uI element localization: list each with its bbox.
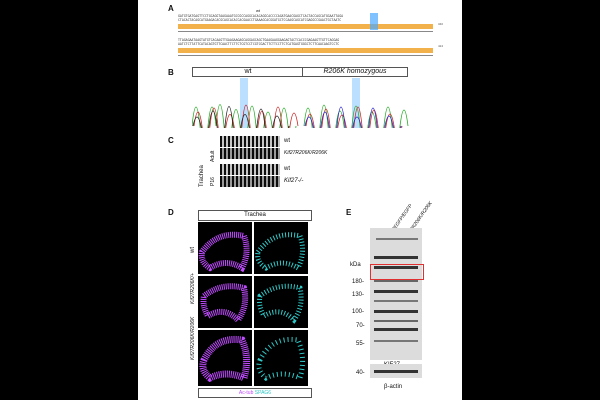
blot-band <box>374 310 418 313</box>
western-blot-actin <box>370 364 422 378</box>
panel-a-translation-bar-1 <box>178 24 433 29</box>
panel-c-age-p16: P16 <box>210 177 216 186</box>
panel-a-side-label-2: 424 <box>438 44 444 48</box>
marker-70: 70- <box>356 323 365 329</box>
panel-d-row-2: Kif27R206K/+ <box>190 273 196 304</box>
blot-band <box>376 238 418 240</box>
panel-d-title: Trachea <box>198 210 312 221</box>
panel-c-image-p16-ko <box>220 176 280 187</box>
blot-band <box>374 266 418 269</box>
panel-c-image-p16-wt <box>220 164 280 175</box>
panel-e-loading: β-actin <box>384 384 403 390</box>
panel-a-ruler-1 <box>178 31 433 32</box>
panel-a-marker: wt <box>256 8 260 13</box>
panel-a-highlight-1 <box>370 13 378 30</box>
panel-c-image-adult-mutant <box>220 148 280 159</box>
panel-d-letter: D <box>168 208 174 217</box>
western-blot-kif27 <box>370 228 424 360</box>
panel-c-tissue: Trachea <box>199 165 205 187</box>
blot-band <box>374 340 418 342</box>
chromatogram-traces <box>192 78 409 128</box>
blot-band <box>374 280 418 282</box>
panel-b-mutant-label: R206K homozygous <box>302 67 408 77</box>
panel-d-image-het-actub <box>198 276 252 328</box>
blot-band <box>374 290 418 293</box>
panel-a-seq-line-4: AATCTCTTATTCATACAGTGTTCAACTTCTTCTCGTCCTC… <box>178 42 340 46</box>
panel-c-image-adult-wt <box>220 136 280 147</box>
legend-actub: Ac-tub <box>238 390 254 396</box>
marker-55: 55- <box>356 341 365 347</box>
panel-e-kda: kDa <box>350 262 361 268</box>
panel-a-seq-line-3: TTAGAGAATAAGTATGTCACAAGTTGAAGAAGAGCAGGAG… <box>178 38 340 42</box>
panel-d-row-3: Kif27R206K/R206K <box>190 316 196 360</box>
panel-c-row-4: Kif27-/- <box>284 178 304 184</box>
panel-b-letter: B <box>168 68 174 77</box>
marker-40: 40- <box>356 370 365 376</box>
panel-d-image-hom-actub <box>198 330 252 386</box>
panel-a-ruler-2 <box>178 55 433 56</box>
blot-band <box>374 328 418 331</box>
panel-a-seq-line-1: GATGTGATGAGTTCCTGCAGGTAAGAAATGCCGCCAGGCA… <box>178 14 344 18</box>
panel-a-letter: A <box>168 4 174 13</box>
marker-180: 180- <box>352 279 365 285</box>
panel-c-row-3: wt <box>284 166 290 172</box>
panel-d-image-het-spag6 <box>254 276 308 328</box>
figure-page: A wt GATGTGATGAGTTCCTGCAGGTAAGAAATGCCGCC… <box>138 0 462 400</box>
panel-b-wt-label: wt <box>192 67 304 77</box>
blot-band <box>374 370 418 373</box>
panel-d-image-hom-spag6 <box>254 330 308 386</box>
panel-a-translation-bar-2 <box>178 48 433 53</box>
blot-band <box>374 320 418 322</box>
blot-band <box>374 300 418 302</box>
panel-a-seq-line-2: CTACACTACAGCATGAAGACACGCAGCACACCACGAACCT… <box>178 18 342 22</box>
panel-c-age-adult: Adult <box>210 150 216 162</box>
panel-d-image-wt-spag6 <box>254 222 308 274</box>
panel-d-row-1: wt <box>190 247 196 253</box>
panel-c-row-2: Kif27R206K/R206K <box>284 150 328 156</box>
highlight-box <box>370 264 424 280</box>
panel-a-side-label-1: 340 <box>438 22 444 26</box>
marker-130: 130- <box>352 292 365 298</box>
panel-e-letter: E <box>346 208 352 217</box>
marker-100: 100- <box>352 309 365 315</box>
panel-d-legend: Ac-tub SPAG6 <box>198 388 312 398</box>
legend-spag6: SPAG6 <box>254 390 272 396</box>
blot-band <box>374 256 418 259</box>
panel-d-image-wt-actub <box>198 222 252 274</box>
panel-c-row-1: wt <box>284 138 290 144</box>
panel-c-letter: C <box>168 136 174 145</box>
